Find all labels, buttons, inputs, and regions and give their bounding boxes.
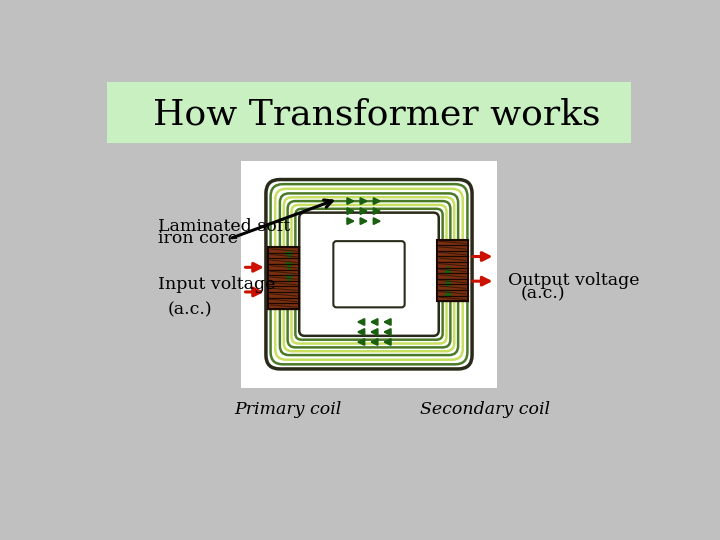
Text: (a.c.): (a.c.): [168, 301, 212, 318]
Bar: [269, 247, 300, 309]
Text: iron core: iron core: [158, 231, 238, 247]
Text: Input voltage: Input voltage: [158, 276, 276, 293]
Bar: [338, 246, 400, 303]
Text: Primary coil: Primary coil: [234, 401, 341, 418]
Text: Secondary coil: Secondary coil: [420, 401, 550, 418]
Text: (a.c.): (a.c.): [520, 286, 564, 303]
Bar: [437, 240, 468, 301]
Bar: [107, 82, 631, 143]
Text: Laminated soft: Laminated soft: [158, 218, 290, 235]
Bar: [241, 161, 497, 388]
Text: How Transformer works: How Transformer works: [153, 98, 600, 132]
Text: Output voltage: Output voltage: [508, 272, 640, 289]
